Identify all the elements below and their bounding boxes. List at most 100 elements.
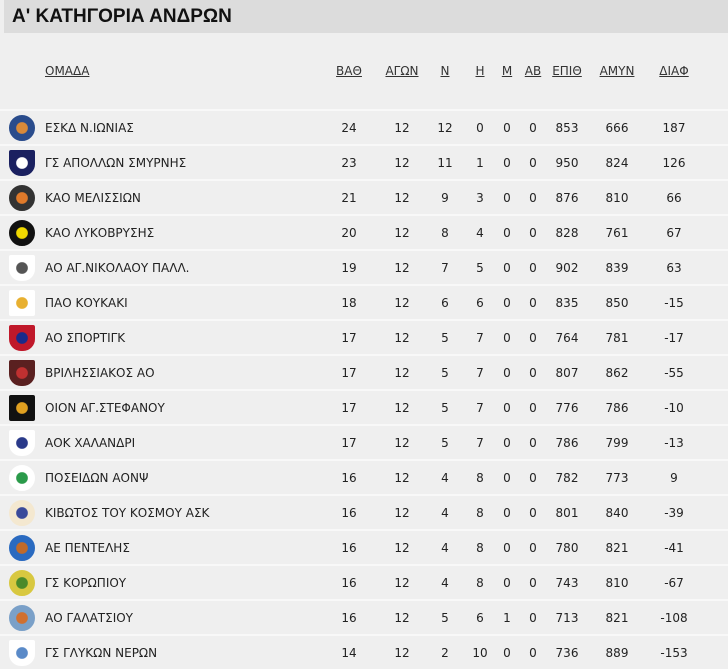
- losses: 6: [466, 284, 494, 320]
- column-header-sort-link[interactable]: ΑΒ: [524, 64, 542, 78]
- games: 12: [380, 389, 424, 425]
- column-header-sort-link[interactable]: ΑΜΥΝ: [599, 64, 635, 78]
- team-logo-icon: [9, 569, 35, 596]
- table-row: ΓΣ ΚΟΡΩΠΙΟΥ 16 12 4 8 0 0 743 810 -67: [0, 564, 728, 600]
- ab: 0: [520, 529, 546, 565]
- wins: 8: [424, 214, 466, 250]
- losses: 8: [466, 564, 494, 600]
- point-diff: -67: [646, 564, 702, 600]
- point-diff: -17: [646, 319, 702, 355]
- ab: 0: [520, 214, 546, 250]
- points-for: 782: [546, 459, 588, 495]
- forfeits: 0: [494, 564, 520, 600]
- table-row: ΒΡΙΛΗΣΣΙΑΚΟΣ ΑΟ 17 12 5 7 0 0 807 862 -55: [0, 354, 728, 390]
- games: 12: [380, 459, 424, 495]
- points: 17: [318, 319, 380, 355]
- losses: 8: [466, 459, 494, 495]
- points-against: 821: [588, 599, 646, 635]
- forfeits: 0: [494, 284, 520, 320]
- team-name: ΓΣ ΚΟΡΩΠΙΟΥ: [44, 564, 318, 600]
- logo-cell: [0, 459, 44, 495]
- point-diff: 9: [646, 459, 702, 495]
- table-row: ΚΑΟ ΜΕΛΙΣΣΙΩΝ 21 12 9 3 0 0 876 810 66: [0, 179, 728, 215]
- spacer: [702, 599, 728, 635]
- logo-cell: [0, 634, 44, 669]
- spacer: [702, 144, 728, 180]
- team-name: ΕΣΚΔ Ν.ΙΩΝΙΑΣ: [44, 109, 318, 145]
- column-header-sort-link[interactable]: ΔΙΑΦ: [659, 64, 689, 78]
- ab: 0: [520, 179, 546, 215]
- spacer: [702, 389, 728, 425]
- table-row: ΑΟ ΑΓ.ΝΙΚΟΛΑΟΥ ΠΑΛΛ. 19 12 7 5 0 0 902 839 63: [0, 249, 728, 285]
- ab: 0: [520, 144, 546, 180]
- team-logo-icon: [9, 359, 35, 386]
- points: 16: [318, 459, 380, 495]
- column-header-sort-link[interactable]: Μ: [501, 64, 513, 78]
- team-name: ΟΙΟΝ ΑΓ.ΣΤΕΦΑΝΟΥ: [44, 389, 318, 425]
- points-for: 786: [546, 424, 588, 460]
- ab: 0: [520, 109, 546, 145]
- points-against: 786: [588, 389, 646, 425]
- points-against: 862: [588, 354, 646, 390]
- logo-cell: [0, 424, 44, 460]
- ab: 0: [520, 389, 546, 425]
- point-diff: -153: [646, 634, 702, 669]
- column-header-sort-link[interactable]: ΑΓΩΝ: [385, 64, 419, 78]
- column-header-sort-link[interactable]: ΕΠΙΘ: [552, 64, 582, 78]
- points: 16: [318, 599, 380, 635]
- column-header-sort-link[interactable]: ΒΑΘ: [336, 64, 362, 78]
- point-diff: -13: [646, 424, 702, 460]
- column-header-sort-link[interactable]: Ν: [440, 64, 450, 78]
- losses: 7: [466, 319, 494, 355]
- forfeits: 0: [494, 634, 520, 669]
- losses: 1: [466, 144, 494, 180]
- spacer: [702, 179, 728, 215]
- point-diff: 187: [646, 109, 702, 145]
- team-name: ΒΡΙΛΗΣΣΙΑΚΟΣ ΑΟ: [44, 354, 318, 390]
- games: 12: [380, 494, 424, 530]
- team-name: ΚΑΟ ΛΥΚΟΒΡΥΣΗΣ: [44, 214, 318, 250]
- spacer: [702, 354, 728, 390]
- wins: 5: [424, 354, 466, 390]
- points-against: 840: [588, 494, 646, 530]
- team-logo-icon: [9, 289, 35, 316]
- spacer: [702, 529, 728, 565]
- losses: 8: [466, 494, 494, 530]
- table-row: ΚΙΒΩΤΟΣ ΤΟΥ ΚΟΣΜΟΥ ΑΣΚ 16 12 4 8 0 0 801 840 -39: [0, 494, 728, 530]
- logo-cell: [0, 179, 44, 215]
- spacer: [702, 33, 728, 110]
- column-header-sort-link[interactable]: ΟΜΑΔΑ: [45, 64, 90, 78]
- points-against: 839: [588, 249, 646, 285]
- ab: 0: [520, 494, 546, 530]
- table-row: ΓΣ ΓΛΥΚΩΝ ΝΕΡΩΝ 14 12 2 10 0 0 736 889 -153: [0, 634, 728, 669]
- points: 14: [318, 634, 380, 669]
- table-row: ΟΙΟΝ ΑΓ.ΣΤΕΦΑΝΟΥ 17 12 5 7 0 0 776 786 -10: [0, 389, 728, 425]
- forfeits: 0: [494, 389, 520, 425]
- losses: 6: [466, 599, 494, 635]
- wins: 12: [424, 109, 466, 145]
- forfeits: 0: [494, 354, 520, 390]
- points: 24: [318, 109, 380, 145]
- team-name: ΚΙΒΩΤΟΣ ΤΟΥ ΚΟΣΜΟΥ ΑΣΚ: [44, 494, 318, 530]
- spacer: [702, 424, 728, 460]
- team-logo-icon: [9, 149, 35, 176]
- table-row: ΕΣΚΔ Ν.ΙΩΝΙΑΣ 24 12 12 0 0 0 853 666 187: [0, 109, 728, 145]
- forfeits: 0: [494, 459, 520, 495]
- losses: 7: [466, 424, 494, 460]
- logo-cell: [0, 214, 44, 250]
- team-logo-icon: [9, 324, 35, 351]
- games: 12: [380, 424, 424, 460]
- column-header-sort-link[interactable]: Η: [475, 64, 485, 78]
- points-for: 828: [546, 214, 588, 250]
- logo-cell: [0, 249, 44, 285]
- logo-cell: [0, 529, 44, 565]
- points-against: 810: [588, 179, 646, 215]
- logo-cell: [0, 494, 44, 530]
- points-for: 807: [546, 354, 588, 390]
- table-row: ΠΑΟ ΚΟΥΚΑΚΙ 18 12 6 6 0 0 835 850 -15: [0, 284, 728, 320]
- table-row: ΑΟΚ ΧΑΛΑΝΔΡΙ 17 12 5 7 0 0 786 799 -13: [0, 424, 728, 460]
- losses: 0: [466, 109, 494, 145]
- team-name: ΑΟ ΑΓ.ΝΙΚΟΛΑΟΥ ΠΑΛΛ.: [44, 249, 318, 285]
- point-diff: 66: [646, 179, 702, 215]
- team-name: ΠΟΣΕΙΔΩΝ ΑΟΝΨ: [44, 459, 318, 495]
